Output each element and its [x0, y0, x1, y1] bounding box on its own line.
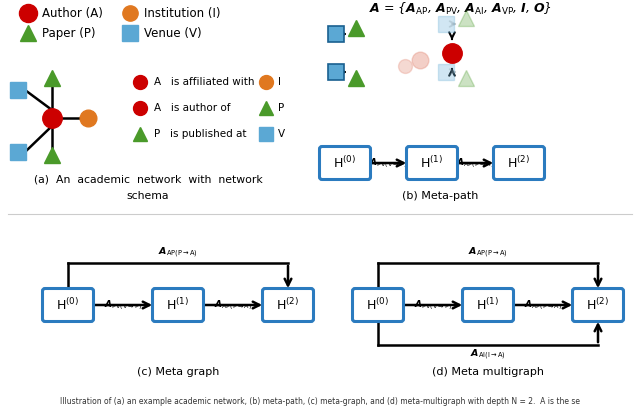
- Text: $\boldsymbol{A}_{\rm AP(P\to A)}$: $\boldsymbol{A}_{\rm AP(P\to A)}$: [158, 245, 198, 260]
- FancyBboxPatch shape: [152, 288, 204, 321]
- Text: $\boldsymbol{A}_{\rm AP(P\to A)}$: $\boldsymbol{A}_{\rm AP(P\to A)}$: [456, 156, 495, 170]
- Text: Author (A): Author (A): [42, 7, 103, 20]
- Text: A   is affiliated with: A is affiliated with: [154, 77, 255, 87]
- Text: $\mathrm{H}^{(1)}$: $\mathrm{H}^{(1)}$: [420, 155, 444, 171]
- FancyBboxPatch shape: [319, 146, 371, 180]
- Text: Illustration of (a) an example academic network, (b) meta-path, (c) meta-graph, : Illustration of (a) an example academic …: [60, 396, 580, 405]
- FancyBboxPatch shape: [42, 288, 93, 321]
- Text: schema: schema: [127, 191, 169, 201]
- Text: $\mathrm{H}^{(1)}$: $\mathrm{H}^{(1)}$: [476, 297, 500, 313]
- Text: $\boldsymbol{A}_{\rm PV(V\to P)}$: $\boldsymbol{A}_{\rm PV(V\to P)}$: [369, 156, 408, 170]
- Text: A   is author of: A is author of: [154, 103, 230, 113]
- Text: $\mathrm{H}^{(2)}$: $\mathrm{H}^{(2)}$: [276, 297, 300, 313]
- FancyBboxPatch shape: [353, 288, 403, 321]
- Text: $\boldsymbol{A}_{\rm PV(V\to P)}$: $\boldsymbol{A}_{\rm PV(V\to P)}$: [104, 298, 142, 312]
- Text: $\boldsymbol{A}_{\rm AP(P\to A)}$: $\boldsymbol{A}_{\rm AP(P\to A)}$: [214, 298, 252, 312]
- Text: $\boldsymbol{A}_{\rm AP(P\to A)}$: $\boldsymbol{A}_{\rm AP(P\to A)}$: [524, 298, 562, 312]
- Text: (a)  An  academic  network  with  network: (a) An academic network with network: [34, 175, 262, 185]
- Text: $\boldsymbol{A}_{\rm AP(P\to A)}$: $\boldsymbol{A}_{\rm AP(P\to A)}$: [468, 245, 508, 260]
- Text: P   is published at: P is published at: [154, 129, 246, 139]
- FancyBboxPatch shape: [262, 288, 314, 321]
- Text: $\mathrm{H}^{(0)}$: $\mathrm{H}^{(0)}$: [366, 297, 390, 313]
- Text: (b) Meta-path: (b) Meta-path: [402, 191, 478, 201]
- Text: (d) Meta multigraph: (d) Meta multigraph: [432, 367, 544, 377]
- Text: Venue (V): Venue (V): [144, 27, 202, 40]
- Text: $\boldsymbol{A}$ = {$\boldsymbol{A}_{\rm AP}$, $\boldsymbol{A}_{\rm PV}$, $\bold: $\boldsymbol{A}$ = {$\boldsymbol{A}_{\rm…: [369, 1, 552, 17]
- Text: V: V: [278, 129, 285, 139]
- Text: P: P: [278, 103, 284, 113]
- Text: $\mathrm{H}^{(2)}$: $\mathrm{H}^{(2)}$: [586, 297, 610, 313]
- FancyBboxPatch shape: [493, 146, 545, 180]
- Text: $\mathrm{H}^{(2)}$: $\mathrm{H}^{(2)}$: [508, 155, 531, 171]
- Text: $\boldsymbol{A}_{\rm AI(I\to A)}$: $\boldsymbol{A}_{\rm AI(I\to A)}$: [470, 347, 506, 362]
- Text: $\mathrm{H}^{(0)}$: $\mathrm{H}^{(0)}$: [333, 155, 356, 171]
- Text: (c) Meta graph: (c) Meta graph: [137, 367, 219, 377]
- FancyBboxPatch shape: [463, 288, 513, 321]
- Text: $\mathrm{H}^{(0)}$: $\mathrm{H}^{(0)}$: [56, 297, 79, 313]
- FancyBboxPatch shape: [406, 146, 458, 180]
- Text: $\mathrm{H}^{(1)}$: $\mathrm{H}^{(1)}$: [166, 297, 189, 313]
- Text: $\boldsymbol{A}_{\rm PV(V\to P)}$: $\boldsymbol{A}_{\rm PV(V\to P)}$: [414, 298, 452, 312]
- FancyBboxPatch shape: [573, 288, 623, 321]
- Text: Institution (I): Institution (I): [144, 7, 221, 20]
- Text: Paper (P): Paper (P): [42, 27, 95, 40]
- Text: I: I: [278, 77, 281, 87]
